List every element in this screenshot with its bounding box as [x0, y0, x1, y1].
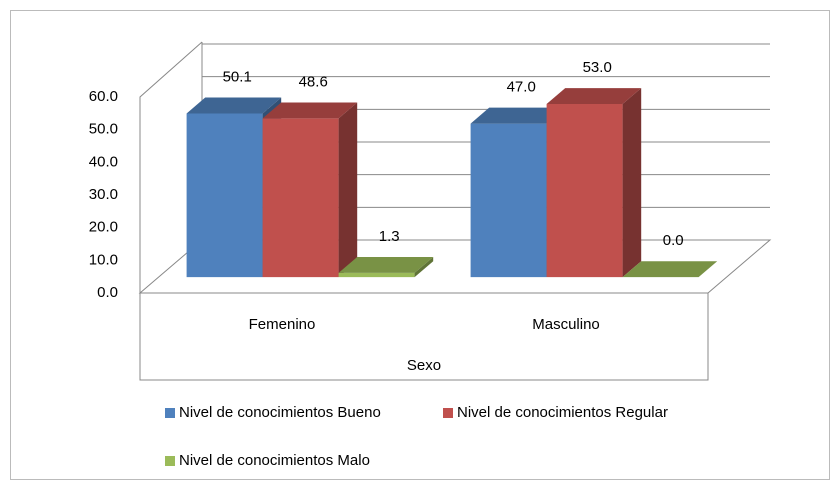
- data-label: 1.3: [379, 228, 400, 245]
- bar: [262, 102, 358, 278]
- bar-side: [622, 88, 642, 278]
- side-wall: [139, 41, 203, 293]
- bar-front: [262, 118, 339, 278]
- legend-swatch: [165, 456, 175, 466]
- bar-top: [262, 102, 358, 119]
- legend-label: Nivel de conocimientos Bueno: [179, 404, 381, 421]
- data-label: 0.0: [663, 232, 684, 249]
- y-tick-label: 0.0: [97, 284, 118, 301]
- data-label: 53.0: [583, 59, 612, 76]
- x-tick-label: Masculino: [532, 316, 600, 333]
- category-box: [139, 293, 709, 381]
- bar-top: [338, 256, 434, 273]
- y-tick-label: 10.0: [89, 251, 118, 268]
- bar-side: [338, 102, 358, 278]
- chart-border: [10, 10, 830, 480]
- bar-front: [546, 103, 623, 278]
- legend-swatch: [443, 408, 453, 418]
- y-tick-label: 20.0: [89, 219, 118, 236]
- bar-front: [470, 123, 547, 278]
- y-tick-label: 40.0: [89, 153, 118, 170]
- bar: [338, 256, 434, 278]
- bar: [546, 88, 642, 278]
- legend-swatch: [165, 408, 175, 418]
- data-label: 47.0: [507, 79, 536, 96]
- x-tick-label: Femenino: [249, 316, 316, 333]
- y-tick-label: 30.0: [89, 186, 118, 203]
- legend-label: Nivel de conocimientos Malo: [179, 452, 370, 469]
- y-tick-label: 60.0: [89, 88, 118, 105]
- bar-front: [338, 272, 415, 278]
- data-label: 50.1: [223, 69, 252, 86]
- bar-top: [622, 261, 718, 278]
- x-axis-title: Sexo: [407, 357, 441, 374]
- bar: [622, 261, 718, 278]
- bar-top: [470, 107, 566, 124]
- data-label: 48.6: [299, 73, 328, 90]
- bar-top: [546, 88, 642, 104]
- legend-label: Nivel de conocimientos Regular: [457, 404, 668, 421]
- bar-side: [414, 256, 434, 278]
- y-tick-label: 50.0: [89, 121, 118, 138]
- bar-top: [186, 97, 282, 114]
- bar-front: [186, 113, 263, 278]
